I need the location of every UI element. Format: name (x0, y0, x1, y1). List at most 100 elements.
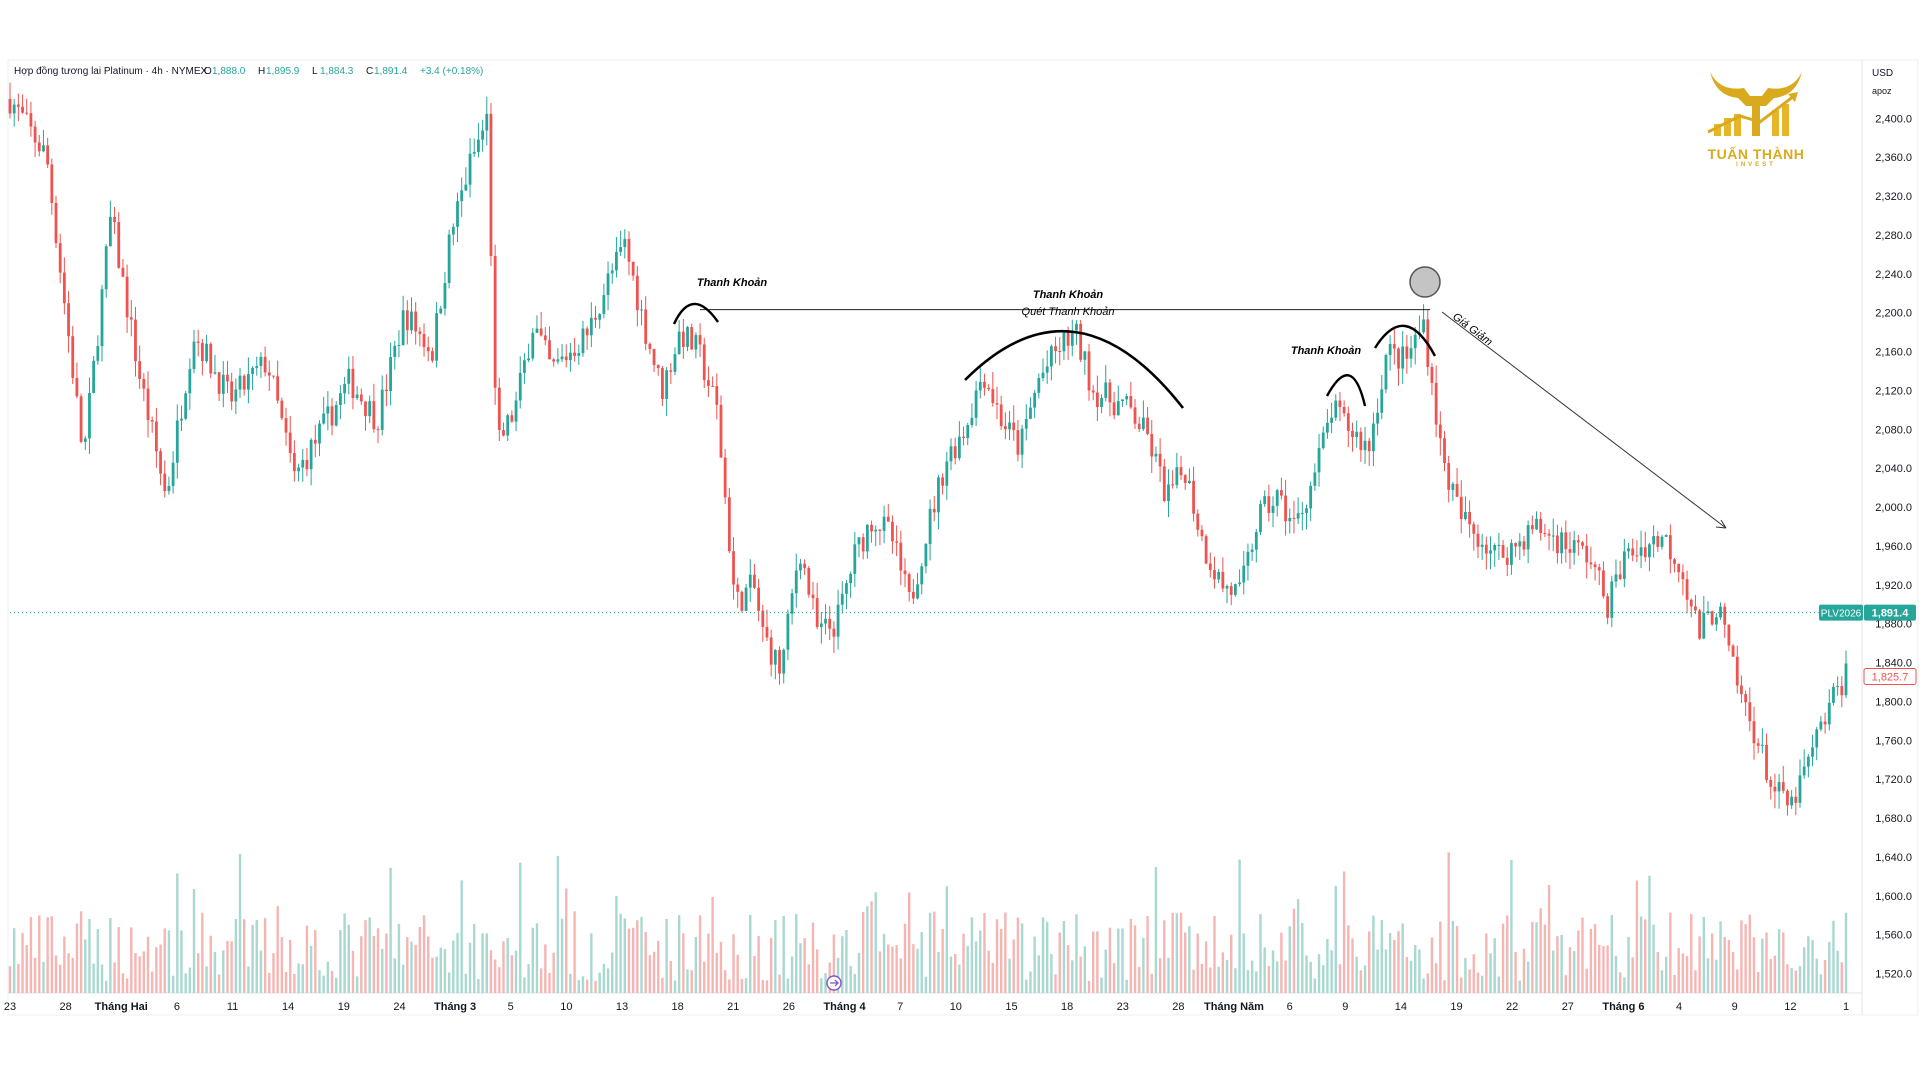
candle-body (313, 439, 317, 444)
volume-bar (422, 915, 426, 993)
secondary-price-label: 1,825.7 (1872, 671, 1909, 683)
volume-bar (305, 925, 309, 993)
price-tick-label: 1,520.0 (1875, 969, 1912, 981)
time-tick-label: 27 (1562, 1001, 1574, 1013)
price-tick-label: 2,280.0 (1875, 230, 1912, 242)
volume-bar (1104, 949, 1107, 993)
volume-bar (1163, 920, 1166, 993)
volume-bar (1844, 912, 1848, 993)
candle-body (845, 583, 848, 594)
liquidity-arc-2 (1325, 374, 1367, 407)
candle-body (431, 351, 434, 361)
candle-body (937, 477, 940, 513)
candle-body (1062, 332, 1066, 352)
candle-body (1493, 544, 1497, 551)
candle-body (16, 104, 20, 107)
volume-bar (1196, 933, 1199, 993)
candle-body (1664, 535, 1668, 537)
candle-body (180, 418, 183, 421)
price-axis[interactable]: 2,400.0 2,360.0 2,320.0 2,280.0 2,240.0 2,200… (1819, 68, 1917, 981)
candle-body (543, 335, 547, 341)
volume-bar (1292, 908, 1296, 993)
time-jump-icon[interactable] (826, 975, 842, 991)
price-tick-label: 2,200.0 (1875, 308, 1912, 320)
volume-bar (418, 926, 422, 993)
candle-body (196, 341, 200, 343)
volume-bar (1568, 947, 1572, 993)
volume-bar (636, 920, 639, 993)
candle-body (1748, 702, 1752, 722)
volume-bar (12, 928, 16, 993)
candle-body (1100, 397, 1103, 408)
candle-body (25, 112, 29, 114)
last-price-tag[interactable] (1864, 604, 1916, 621)
volume-bar (820, 978, 823, 993)
secondary-price-tag[interactable] (1863, 667, 1917, 685)
candle-body (1648, 544, 1651, 558)
candle-body (238, 375, 242, 390)
candle-body (1685, 579, 1689, 600)
volume-bar (381, 948, 384, 993)
volume-bar (167, 930, 171, 993)
time-axis[interactable]: 23 28 Tháng Hai 6 11 14 19 24 Tháng 3 5 10 13 18 21 26… (4, 1001, 1849, 1013)
candle-body (1363, 440, 1367, 451)
candle-body (1263, 496, 1267, 505)
candle-body (1246, 551, 1250, 566)
volume-bar (1037, 955, 1041, 993)
volume-bar (1418, 949, 1421, 993)
volume-bar (1572, 951, 1576, 993)
volume-bar (899, 958, 903, 993)
candle-body (1154, 453, 1158, 457)
volume-bar (1631, 957, 1634, 993)
volume-bar (1506, 915, 1509, 993)
candle-body (226, 374, 229, 382)
volume-bar (510, 955, 514, 993)
volume-bar (1117, 928, 1120, 993)
candle-body (1451, 483, 1455, 490)
candle-body (945, 461, 949, 486)
volume-bar (201, 912, 204, 993)
volume-bar (1773, 955, 1777, 993)
candle-body (594, 317, 597, 320)
liquidity-label: Thanh Khoản (1033, 289, 1104, 301)
candle-body (1275, 490, 1279, 506)
candle-body (1397, 348, 1400, 369)
candle-body (468, 153, 472, 185)
volume-bar (728, 979, 731, 993)
candle-body (510, 415, 514, 422)
volume-bar (431, 957, 434, 993)
candle-body (1384, 354, 1388, 390)
candle-body (472, 152, 476, 154)
volume-bar (698, 915, 702, 993)
candle-body (715, 386, 719, 405)
candle-body (1012, 422, 1016, 431)
volume-bar (1731, 952, 1735, 993)
candle-body (635, 275, 639, 311)
volume-bar (891, 946, 894, 993)
volume-bar (113, 962, 116, 993)
volume-bar (928, 912, 932, 993)
candle-body (83, 438, 87, 442)
volume-bar (1250, 960, 1254, 993)
volume-bar (1142, 937, 1145, 993)
volume-bar (1526, 961, 1530, 993)
volume-bar (121, 973, 125, 993)
candle-body (815, 598, 819, 628)
candle-body (836, 604, 840, 637)
candle-body (610, 270, 614, 274)
volume-bar (544, 944, 547, 993)
candle-body (305, 459, 309, 470)
candle-body (1581, 542, 1584, 546)
volume-bar (1656, 952, 1659, 993)
volume-bar (347, 924, 350, 993)
candle-body (523, 360, 526, 373)
volume-bar (280, 937, 284, 993)
volume-bar (573, 911, 576, 993)
volume-bar (1054, 974, 1057, 993)
volume-bar (1581, 917, 1584, 993)
volume-bar (263, 918, 267, 993)
candle-body (941, 477, 945, 486)
volume-bar (1497, 976, 1501, 993)
ohlc-value: 1,895.9 (266, 66, 300, 77)
